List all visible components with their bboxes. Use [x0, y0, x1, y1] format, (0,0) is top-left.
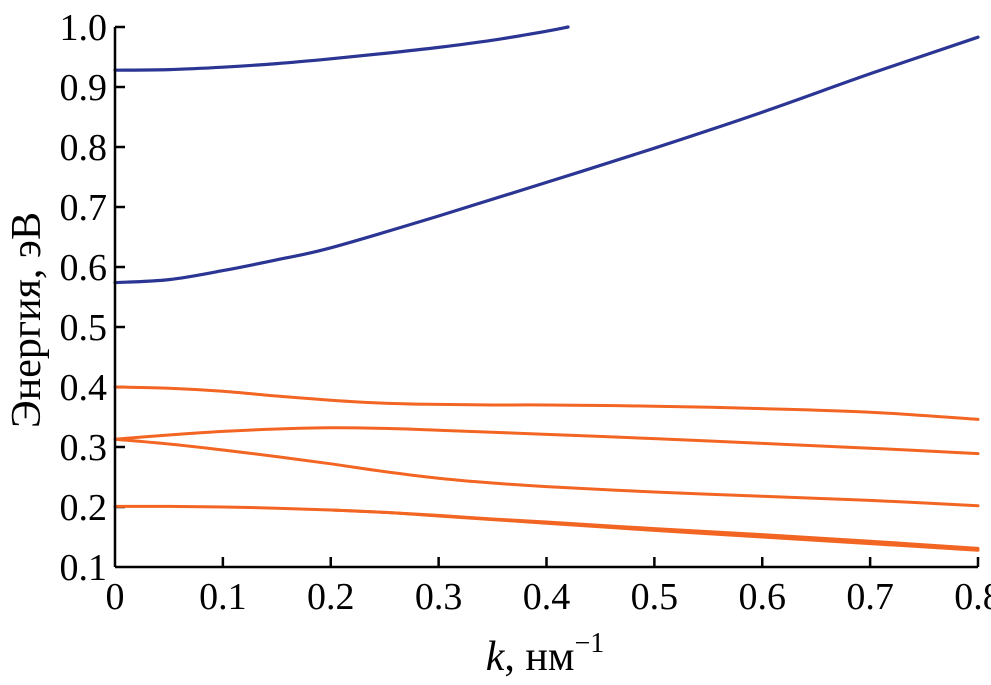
y-tick-label: 0.1 — [60, 547, 108, 589]
y-tick-label: 0.4 — [60, 367, 108, 409]
x-tick-label: 0.5 — [631, 576, 679, 618]
x-axis-label-exponent: −1 — [574, 628, 604, 659]
x-tick-label: 0.4 — [523, 576, 571, 618]
ticks-layer: 00.10.20.30.40.50.60.70.80.10.20.30.40.5… — [60, 7, 991, 618]
x-tick-label: 0.2 — [307, 576, 355, 618]
x-tick-label: 0.7 — [846, 576, 894, 618]
x-tick-label: 0.8 — [954, 576, 991, 618]
y-tick-label: 0.3 — [60, 427, 108, 469]
x-tick-label: 0.6 — [739, 576, 787, 618]
y-tick-label: 0.9 — [60, 67, 108, 109]
frame-layer — [113, 27, 978, 569]
y-tick-label: 0.5 — [60, 307, 108, 349]
x-axis-label: k, нм−1 — [486, 628, 605, 680]
upper-band-curve-0 — [113, 25, 570, 72]
x-tick-label: 0.3 — [415, 576, 463, 618]
x-tick-label: 0.1 — [199, 576, 247, 618]
lower-band-curve-4 — [113, 437, 980, 508]
lower-band-curve-3 — [113, 426, 980, 456]
x-axis-label-unit: , нм — [504, 634, 574, 680]
x-axis-label-var: k — [486, 634, 506, 680]
y-tick-label: 0.6 — [60, 247, 108, 289]
y-tick-label: 0.7 — [60, 187, 108, 229]
y-tick-label: 1.0 — [60, 7, 108, 49]
lower-band-curve-2 — [113, 385, 980, 421]
y-axis-label: Энергия, эВ — [4, 212, 50, 428]
series-layer — [113, 25, 980, 552]
y-tick-label: 0.2 — [60, 487, 108, 529]
y-tick-label: 0.8 — [60, 127, 108, 169]
upper-band-curve-1 — [113, 35, 980, 285]
lower-band-curve-5 — [113, 504, 980, 552]
lower-band-curve-6 — [329, 508, 980, 550]
x-tick-label: 0 — [106, 576, 125, 618]
